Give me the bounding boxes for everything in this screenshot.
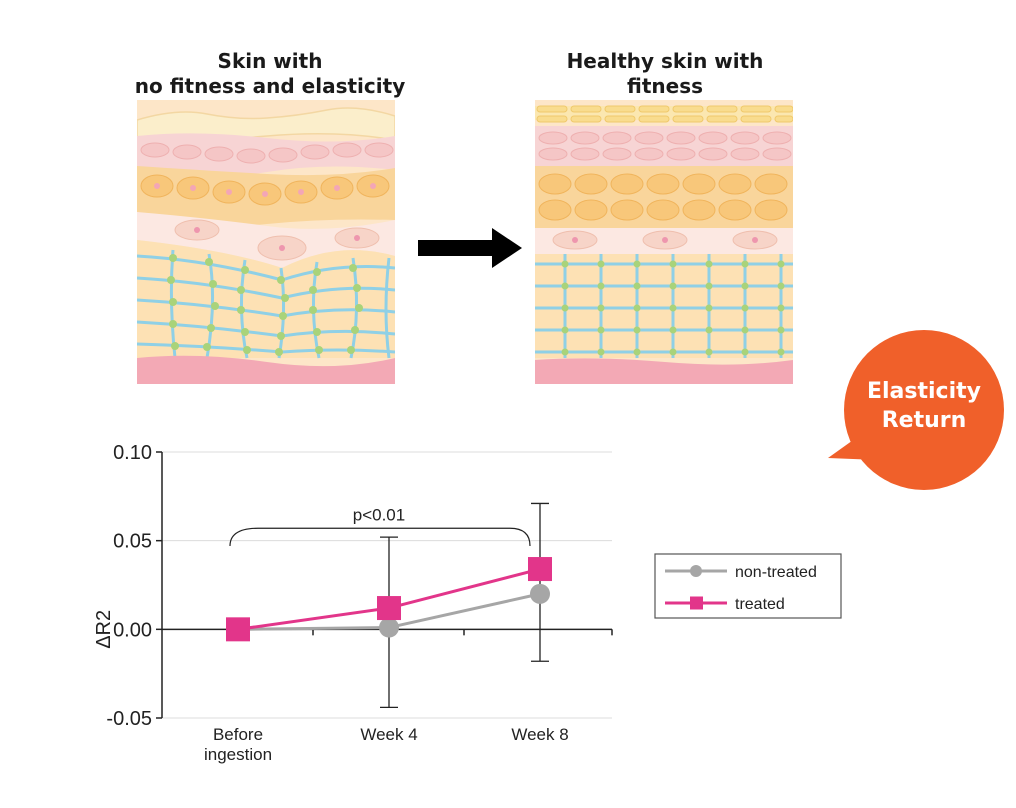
y-tick-label-0: 0.10: [113, 442, 152, 464]
badge-line-2: Return: [882, 408, 967, 433]
right-caption-line-1: Healthy skin with: [510, 49, 820, 74]
significance-annotation: p<0.01: [353, 505, 405, 524]
error-bars: [380, 503, 549, 707]
legend-label-treated: treated: [735, 596, 785, 613]
x-category-label-0-line-2: ingestion: [204, 745, 272, 764]
legend-marker-non-treated: [690, 565, 702, 577]
skin-illustration-healthy: [535, 100, 793, 384]
marker-non-treated-2: [530, 584, 550, 604]
marker-treated-1: [377, 596, 401, 620]
chart-legend: non-treated treated: [655, 554, 841, 618]
left-panel-caption: Skin with no fitness and elasticity: [100, 49, 440, 99]
marker-treated-2: [528, 557, 552, 581]
y-tick-labels: 0.10 0.05 0.00 -0.05: [106, 442, 152, 730]
y-tick-label-1: 0.05: [113, 531, 152, 553]
x-category-label-1: Week 4: [360, 725, 417, 744]
x-category-label-2: Week 8: [511, 725, 568, 744]
x-category-label-0: Before: [213, 725, 263, 744]
y-axis-label: ΔR2: [93, 610, 115, 649]
y-tick-label-2: 0.00: [113, 619, 152, 641]
legend-label-non-treated: non-treated: [735, 564, 817, 581]
skin-illustration-no-elasticity: [137, 100, 395, 384]
left-caption-line-2: no fitness and elasticity: [100, 74, 440, 99]
badge-line-1: Elasticity: [867, 379, 981, 404]
right-caption-line-2: fitness: [510, 74, 820, 99]
legend-marker-treated: [690, 597, 703, 610]
left-caption-line-1: Skin with: [100, 49, 440, 74]
transition-arrow-icon: [418, 228, 522, 268]
marker-non-treated-1: [379, 618, 399, 638]
y-tick-label-3: -0.05: [106, 708, 152, 730]
marker-treated-0: [226, 617, 250, 641]
right-panel-caption: Healthy skin with fitness: [510, 49, 820, 99]
